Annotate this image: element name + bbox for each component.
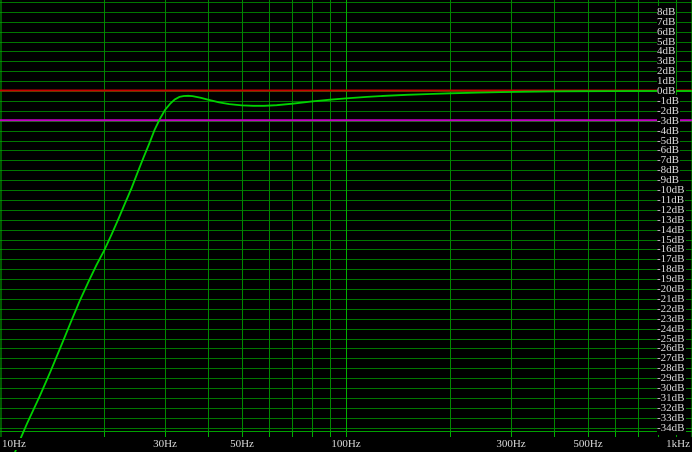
x-axis-label: 500Hz — [573, 438, 603, 450]
y-axis-label: -4dB — [657, 125, 680, 138]
y-axis-label: -7dB — [657, 154, 680, 167]
y-axis-label: -10dB — [657, 184, 686, 197]
y-axis-label: -23dB — [657, 313, 686, 326]
y-axis-label: -22dB — [657, 303, 686, 316]
y-axis-label: -30dB — [657, 382, 686, 395]
y-axis-label: -11dB — [657, 194, 686, 207]
x-axis-label: 30Hz — [153, 438, 177, 450]
y-axis-label: -28dB — [657, 362, 686, 375]
y-axis-label: -26dB — [657, 342, 686, 355]
y-axis-label: -20dB — [657, 283, 686, 296]
y-axis-label: 6dB — [657, 26, 677, 39]
y-axis-label: -14dB — [657, 224, 686, 237]
y-axis-label: -24dB — [657, 323, 686, 336]
x-axis-label: 100Hz — [331, 438, 361, 450]
x-axis-label: 10Hz — [2, 438, 26, 450]
y-axis-label: -31dB — [657, 392, 686, 405]
y-axis-label: -17dB — [657, 253, 686, 266]
y-axis-label: -19dB — [657, 273, 686, 286]
y-axis-label: -6dB — [657, 144, 680, 157]
y-axis-label: 0dB — [657, 85, 677, 98]
y-axis-label: -9dB — [657, 174, 680, 187]
y-axis-label: -8dB — [657, 164, 680, 177]
y-axis-label: 8dB — [657, 6, 677, 19]
y-axis-label: -18dB — [657, 263, 686, 276]
y-axis-label: -32dB — [657, 402, 686, 415]
y-axis-label: -29dB — [657, 372, 686, 385]
y-axis-label: 4dB — [657, 45, 677, 58]
y-axis-label: -13dB — [657, 214, 686, 227]
y-axis-label: -3dB — [657, 115, 680, 128]
y-axis-label: -33dB — [657, 412, 686, 425]
y-axis-label: -12dB — [657, 204, 686, 217]
y-axis-label: 1dB — [657, 75, 677, 88]
x-axis-label: 300Hz — [496, 438, 526, 450]
y-axis-label: -21dB — [657, 293, 686, 306]
y-axis-label: -34dB — [657, 422, 686, 435]
x-axis-label: 50Hz — [230, 438, 254, 450]
y-axis-label: -2dB — [657, 105, 680, 118]
y-axis-label: -16dB — [657, 243, 686, 256]
x-axis-label: 1kHz — [666, 438, 690, 450]
y-axis-label: -27dB — [657, 352, 686, 365]
y-axis-label: -1dB — [657, 95, 680, 108]
y-axis-label: 2dB — [657, 65, 677, 78]
frequency-response-curve — [14, 90, 692, 452]
y-axis-label: 7dB — [657, 16, 677, 29]
y-axis-label: 3dB — [657, 55, 677, 68]
